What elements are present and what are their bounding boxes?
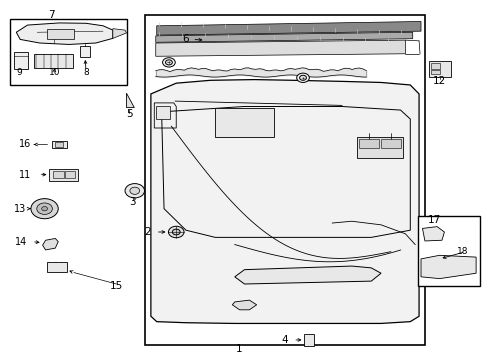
Text: 6: 6 <box>183 35 189 44</box>
Text: 3: 3 <box>129 197 135 207</box>
Bar <box>358 139 378 148</box>
Bar <box>10 19 127 85</box>
Circle shape <box>31 199 58 219</box>
Circle shape <box>37 203 52 215</box>
Polygon shape <box>234 266 380 284</box>
Bar <box>47 262 66 272</box>
Bar <box>417 216 479 286</box>
Bar <box>304 334 314 346</box>
Bar <box>356 137 402 158</box>
Text: 8: 8 <box>83 68 89 77</box>
Bar <box>428 61 450 77</box>
Polygon shape <box>42 238 58 250</box>
Polygon shape <box>156 32 412 42</box>
Circle shape <box>165 60 172 65</box>
Circle shape <box>41 207 47 211</box>
Bar <box>53 171 63 178</box>
Text: 4: 4 <box>281 335 288 345</box>
Text: 11: 11 <box>19 170 31 180</box>
Circle shape <box>296 73 309 82</box>
Polygon shape <box>16 23 113 44</box>
Text: 18: 18 <box>456 247 468 256</box>
Text: 15: 15 <box>109 281 122 291</box>
Bar <box>430 63 439 69</box>
Polygon shape <box>420 255 475 279</box>
Polygon shape <box>232 300 256 310</box>
Text: 17: 17 <box>427 215 440 225</box>
Bar <box>14 52 28 69</box>
Polygon shape <box>156 40 405 56</box>
Bar <box>156 107 170 119</box>
Circle shape <box>130 187 140 194</box>
Polygon shape <box>126 93 134 108</box>
Text: 13: 13 <box>14 204 26 214</box>
Polygon shape <box>113 29 126 39</box>
Bar <box>430 70 439 74</box>
Text: 9: 9 <box>16 68 22 77</box>
Polygon shape <box>151 80 418 323</box>
Text: 14: 14 <box>15 237 27 247</box>
Bar <box>52 140 66 148</box>
Text: 5: 5 <box>126 109 133 119</box>
Text: 10: 10 <box>48 68 60 77</box>
Circle shape <box>299 75 306 80</box>
Text: 1: 1 <box>236 343 243 354</box>
Bar <box>34 54 73 68</box>
Text: 12: 12 <box>432 76 445 86</box>
Circle shape <box>162 58 175 67</box>
Text: 2: 2 <box>143 227 150 237</box>
Bar <box>47 29 74 40</box>
Bar <box>380 139 400 148</box>
Bar <box>55 142 63 147</box>
Circle shape <box>172 229 180 235</box>
Text: 16: 16 <box>19 139 31 149</box>
Bar <box>80 46 90 57</box>
Bar <box>49 168 78 181</box>
Polygon shape <box>157 22 420 35</box>
Circle shape <box>125 184 144 198</box>
Polygon shape <box>422 226 444 241</box>
Bar <box>144 15 424 345</box>
Circle shape <box>168 226 183 238</box>
Text: 7: 7 <box>48 10 55 20</box>
Bar <box>215 108 273 137</box>
Bar <box>65 171 75 178</box>
